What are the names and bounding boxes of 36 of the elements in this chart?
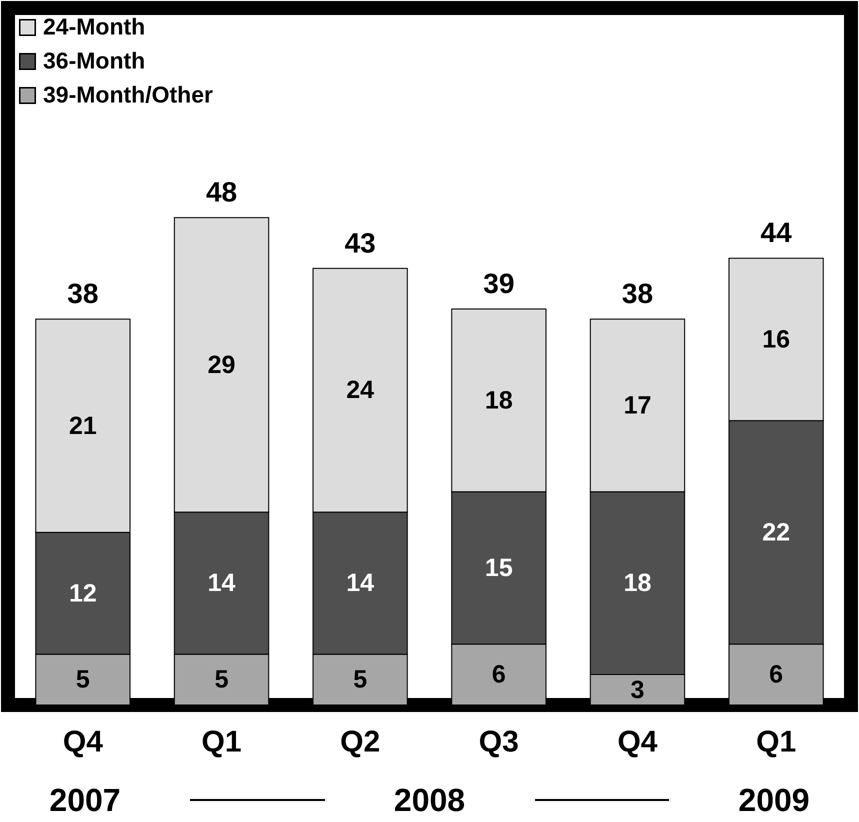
text: 2008 (392, 782, 466, 818)
total-label: 43 (344, 227, 376, 258)
x-tick-label: Q1 (756, 726, 796, 758)
x-tick-label: Q2 (340, 726, 380, 758)
legend-label: 39-Month/Other (43, 82, 213, 108)
x-tick-label: Q1 (202, 726, 242, 758)
x-tick-label: Q4 (62, 726, 104, 758)
total-label: 38 (67, 278, 98, 310)
data-label: 12 (68, 579, 97, 608)
data-label: 24 (346, 376, 374, 404)
data-label: 14 (208, 569, 236, 598)
legend-label: 24-Month (43, 14, 146, 40)
data-label: 21 (68, 412, 97, 440)
total-label: 48 (206, 176, 238, 208)
data-label: 22 (762, 518, 790, 546)
data-label: 29 (208, 350, 236, 379)
legend-label: 36-Month (43, 48, 146, 74)
data-label: 5 (214, 666, 229, 694)
data-label: 18 (484, 386, 513, 414)
data-label: 15 (484, 554, 513, 582)
data-label: 16 (762, 325, 790, 354)
text: 2007 (48, 782, 122, 818)
x-tick-label: Q4 (617, 726, 658, 758)
total-label: 44 (760, 217, 792, 248)
data-label: 6 (492, 660, 506, 689)
data-label: 18 (624, 569, 652, 598)
x-tick-label: Q3 (478, 726, 519, 758)
data-label: 14 (346, 569, 374, 598)
data-label: 3 (630, 676, 644, 704)
data-label: 6 (769, 660, 784, 689)
data-label: 5 (353, 666, 368, 694)
total-label: 38 (622, 278, 654, 310)
data-label: 5 (76, 666, 90, 694)
text: 2009 (737, 782, 811, 818)
total-label: 39 (483, 268, 514, 299)
data-label: 17 (624, 391, 652, 420)
